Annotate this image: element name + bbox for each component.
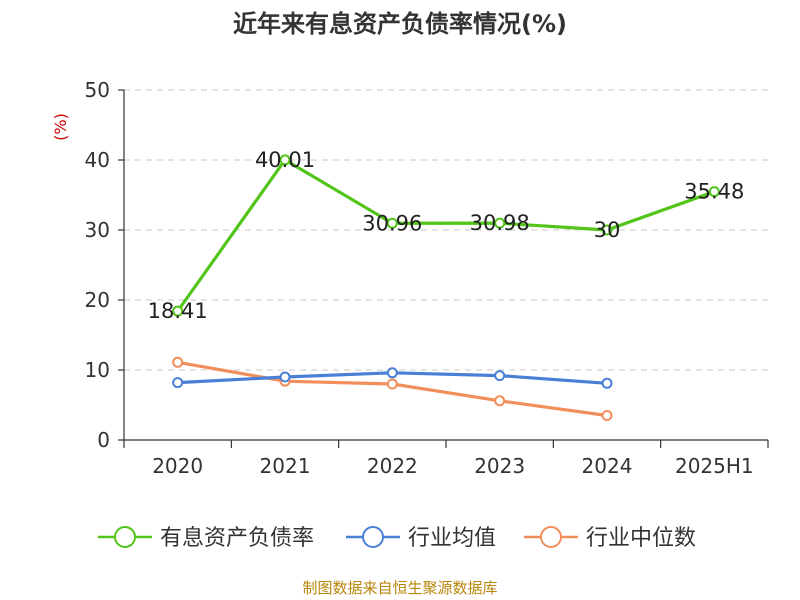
data-point: [172, 377, 184, 389]
series-lines: [172, 154, 720, 421]
chart-title: 近年来有息资产负债率情况(%): [233, 10, 567, 38]
data-point: [601, 377, 613, 389]
data-point: [172, 356, 184, 368]
axes: 0 10 20 30 40 50 2020 2021 2022 2023 2024 2025H1: [85, 78, 769, 478]
source-note: 制图数据来自恒生聚源数据库: [302, 579, 498, 597]
legend-item[interactable]: 行业均值: [346, 526, 496, 551]
data-point: [494, 370, 506, 382]
data-point: [708, 186, 720, 198]
legend-marker: [540, 526, 562, 548]
x-tick-label: 2025H1: [675, 454, 754, 478]
data-point: [172, 305, 184, 317]
data-point: [601, 410, 613, 421]
legend-marker: [114, 526, 136, 548]
data-label: 40.01: [255, 148, 315, 172]
y-tick-label: 0: [97, 428, 110, 452]
legend-label: 行业均值: [408, 526, 496, 551]
legend-label: 行业中位数: [586, 526, 696, 551]
data-label: 30.98: [470, 211, 530, 235]
data-label: 30: [594, 218, 621, 242]
y-tick-label: 10: [85, 358, 110, 382]
x-tick-label: 2020: [152, 454, 203, 478]
x-tick-label: 2024: [582, 454, 633, 478]
y-tick-label: 30: [85, 218, 110, 242]
x-tick-label: 2021: [260, 454, 311, 478]
data-point: [279, 154, 291, 166]
data-labels: 18.41 40.01 30.96 30.98 30 35.48: [148, 148, 745, 323]
data-label: 30.96: [362, 211, 422, 235]
y-axis-label: (%): [51, 113, 70, 141]
legend[interactable]: 有息资产负债率 行业均值 行业中位数: [98, 526, 696, 551]
series-line: [176, 158, 715, 313]
data-point: [279, 371, 291, 383]
legend-item[interactable]: 有息资产负债率: [98, 526, 314, 551]
data-point: [386, 217, 398, 229]
data-point: [601, 224, 613, 236]
data-label: 35.48: [684, 180, 744, 204]
legend-label: 有息资产负债率: [160, 526, 314, 551]
x-tick-label: 2023: [474, 454, 525, 478]
data-point: [386, 378, 398, 390]
data-label: 18.41: [148, 299, 208, 323]
legend-item[interactable]: 行业中位数: [524, 526, 696, 551]
data-point: [494, 217, 506, 229]
y-tick-label: 40: [85, 148, 110, 172]
data-point: [494, 395, 506, 407]
grid-lines: [124, 89, 768, 371]
data-point: [386, 367, 398, 379]
y-tick-label: 20: [85, 288, 110, 312]
legend-marker: [362, 526, 384, 548]
y-tick-label: 50: [85, 78, 110, 102]
x-tick-label: 2022: [367, 454, 418, 478]
